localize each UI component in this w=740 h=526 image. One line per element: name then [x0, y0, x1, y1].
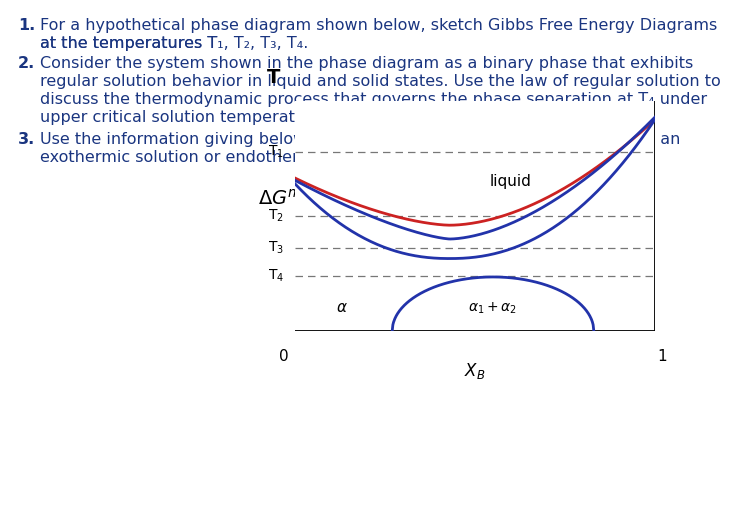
- Text: $\alpha$: $\alpha$: [336, 300, 348, 316]
- Text: T$_2$: T$_2$: [269, 208, 284, 224]
- Text: For a hypothetical phase diagram shown below, sketch Gibbs Free Energy Diagrams: For a hypothetical phase diagram shown b…: [40, 18, 717, 33]
- Text: at the temperatures T₁, T₂, T₃, T₄.: at the temperatures T₁, T₂, T₃, T₄.: [40, 36, 309, 51]
- Text: T$_1$: T$_1$: [269, 144, 284, 160]
- Text: exothermic solution or endothermic solution. Justify your answer.: exothermic solution or endothermic solut…: [40, 150, 563, 165]
- Text: discuss the thermodynamic process that governs the phase separation at T₄ under: discuss the thermodynamic process that g…: [40, 92, 707, 107]
- Text: 1.: 1.: [18, 18, 36, 33]
- Text: T: T: [266, 68, 280, 87]
- Text: 2.: 2.: [18, 56, 36, 71]
- Text: 1: 1: [657, 349, 667, 365]
- Text: 3.: 3.: [18, 132, 36, 147]
- Text: Consider the system shown in the phase diagram as a binary phase that exhibits: Consider the system shown in the phase d…: [40, 56, 693, 71]
- Text: regular solution behavior in liquid and solid states. Use the law of regular sol: regular solution behavior in liquid and …: [40, 74, 721, 89]
- Text: Use the information giving below to identify whether the system behaves as an: Use the information giving below to iden…: [40, 132, 680, 147]
- Text: $X_B$: $X_B$: [464, 361, 485, 381]
- Text: liquid: liquid: [490, 174, 532, 189]
- Text: T$_4$: T$_4$: [268, 268, 284, 284]
- Text: $\Delta G^{mix} = \Delta H^{mix} - T\Delta S^{mix}$: $\Delta G^{mix} = \Delta H^{mix} - T\Del…: [258, 186, 482, 209]
- Text: at the temperatures T: at the temperatures T: [40, 36, 218, 51]
- Text: upper critical solution temperature. Provide relevant equations.: upper critical solution temperature. Pro…: [40, 110, 552, 125]
- Text: $\alpha_1 + \alpha_2$: $\alpha_1 + \alpha_2$: [468, 300, 517, 316]
- Text: 0: 0: [280, 349, 289, 365]
- Text: T$_3$: T$_3$: [268, 240, 284, 256]
